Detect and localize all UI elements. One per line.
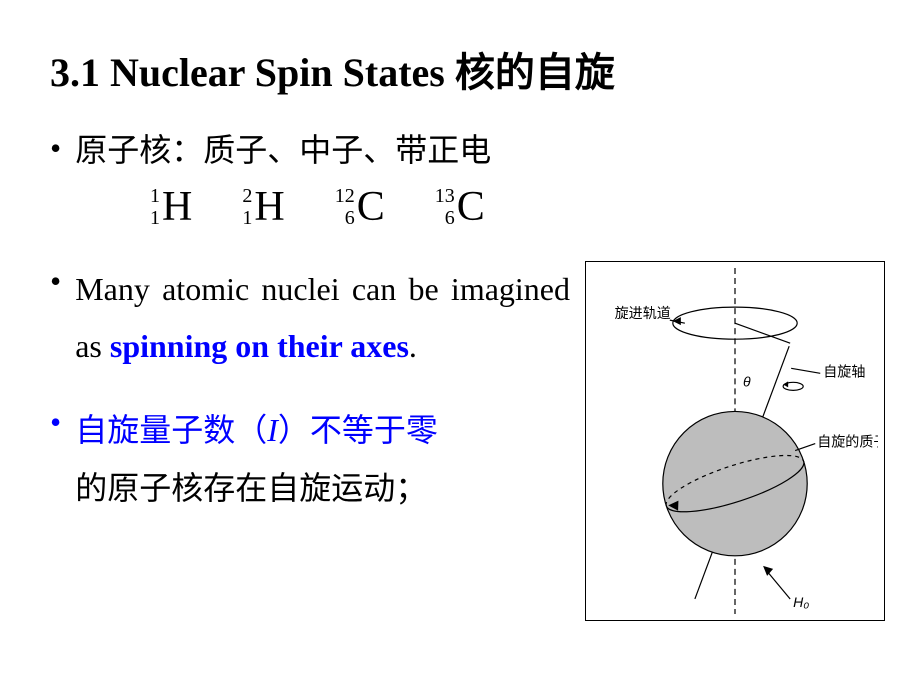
isotope-numbers: 126 xyxy=(335,185,355,229)
label-precession: 旋进轨道 xyxy=(615,305,671,321)
b2-emph: spinning on their axes xyxy=(110,328,409,364)
bullet-1-text: 原子核：质子、中子、带正电 xyxy=(75,128,491,173)
label-spin-axis: 自旋轴 xyxy=(823,363,865,379)
isotope-numbers: 11 xyxy=(150,185,160,229)
bullet-dot-icon: • xyxy=(50,128,61,170)
isotope-2: 126C xyxy=(335,183,385,231)
isotope-row: 11H21H126C136C xyxy=(50,183,890,231)
proton-sphere xyxy=(663,411,807,555)
atomic-number: 6 xyxy=(445,207,455,229)
bullet-dot-icon: • xyxy=(50,402,61,444)
bullet-1: • 原子核：质子、中子、带正电 xyxy=(50,128,890,173)
atomic-number: 6 xyxy=(345,207,355,229)
label-spin-proton: 自旋的质子 xyxy=(817,433,878,449)
content-row: • Many atomic nuclei can be imagined as … xyxy=(50,261,890,621)
mass-number: 13 xyxy=(435,185,455,207)
bullet-dot-icon: • xyxy=(50,261,61,303)
bullet-2-text: Many atomic nuclei can be imagined as sp… xyxy=(75,261,570,376)
bullet-3: • 自旋量子数（I）不等于零 的原子核存在自旋运动； xyxy=(50,402,570,533)
isotope-3: 136C xyxy=(435,183,485,231)
title-en: 3.1 Nuclear Spin States xyxy=(50,50,445,95)
slide-title: 3.1 Nuclear Spin States 核的自旋 xyxy=(50,40,890,98)
label-field: H₀ xyxy=(793,594,809,610)
element-symbol: H xyxy=(254,183,284,231)
b3-post: ）不等于零 xyxy=(278,412,438,448)
b3-var: I xyxy=(267,412,278,448)
mass-number: 2 xyxy=(242,185,252,207)
element-symbol: C xyxy=(357,183,385,231)
b3-pre: 自旋量子数（ xyxy=(75,412,267,448)
label-proton-leader xyxy=(795,443,815,450)
mass-number: 1 xyxy=(150,185,160,207)
title-zh: 核的自旋 xyxy=(455,50,615,95)
slide-root: 3.1 Nuclear Spin States 核的自旋 • 原子核：质子、中子… xyxy=(0,0,920,690)
element-symbol: C xyxy=(457,183,485,231)
bullet-2: • Many atomic nuclei can be imagined as … xyxy=(50,261,570,392)
label-spinaxis-leader xyxy=(791,368,820,373)
isotope-numbers: 21 xyxy=(242,185,252,229)
spin-diagram-svg: 旋进轨道 θ 自旋轴 自旋的质子 H₀ xyxy=(592,268,878,614)
spin-diagram: 旋进轨道 θ 自旋轴 自旋的质子 H₀ xyxy=(585,261,885,621)
left-column: • Many atomic nuclei can be imagined as … xyxy=(50,261,570,543)
isotope-1: 21H xyxy=(242,183,284,231)
angle-theta: θ xyxy=(743,373,751,389)
b2-part2: . xyxy=(409,328,417,364)
b3-black: 的原子核存在自旋运动； xyxy=(75,470,427,506)
bullet-3-text: 自旋量子数（I）不等于零 的原子核存在自旋运动； xyxy=(75,402,438,517)
mass-number: 12 xyxy=(335,185,355,207)
isotope-numbers: 136 xyxy=(435,185,455,229)
atomic-number: 1 xyxy=(150,207,160,229)
element-symbol: H xyxy=(162,183,192,231)
atomic-number: 1 xyxy=(242,207,252,229)
field-arrow-icon xyxy=(763,566,773,576)
spin-axis-arrow-icon xyxy=(783,381,788,387)
isotope-0: 11H xyxy=(150,183,192,231)
